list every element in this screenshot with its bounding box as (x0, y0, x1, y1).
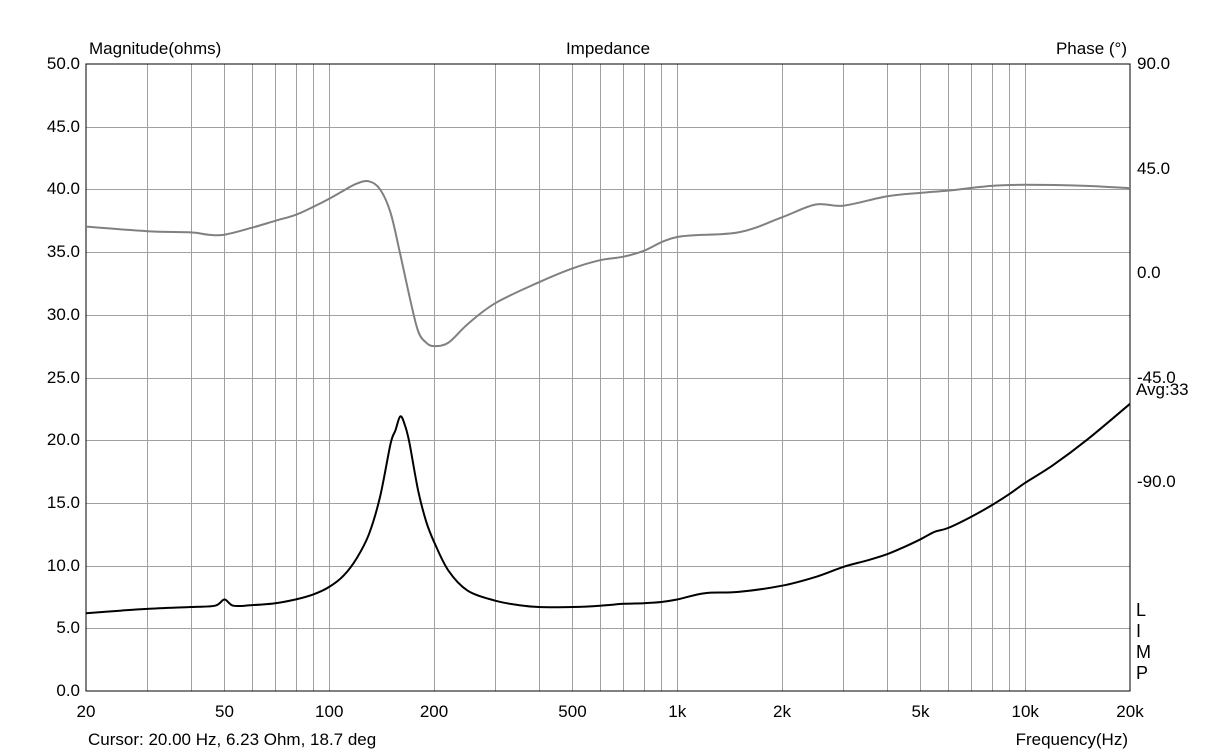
y-tick-label-left: 20.0 (46, 430, 80, 450)
y-tick-label-right: -90.0 (1137, 472, 1176, 491)
y-tick-label-left: 25.0 (46, 367, 80, 387)
x-tick-label: 20k (1116, 702, 1144, 721)
cursor-readout: Cursor: 20.00 Hz, 6.23 Ohm, 18.7 deg (88, 730, 377, 749)
y-tick-label-left: 50.0 (46, 54, 80, 73)
y-tick-label-left: 45.0 (46, 116, 80, 136)
side-letter: L (1136, 600, 1147, 620)
x-axis-title: Frequency(Hz) (1015, 730, 1128, 749)
y-axis-right-title: Phase (°) (1055, 39, 1127, 58)
x-tick-label: 100 (315, 702, 344, 721)
plot-frame (85, 63, 1131, 692)
side-letter: M (1136, 642, 1151, 662)
y-tick-label-right: 90.0 (1137, 54, 1171, 73)
y-tick-label-left: 10.0 (46, 555, 80, 575)
x-tick-label: 20 (76, 702, 96, 721)
x-tick-label: 2k (773, 702, 791, 721)
side-letter: P (1136, 663, 1149, 683)
y-tick-label-left: 0.0 (56, 681, 80, 700)
plot-background (86, 64, 1130, 691)
y-tick-label-right: -45.0 (1137, 367, 1176, 387)
x-tick-label: 10k (1011, 702, 1039, 721)
series-layer (85, 180, 1131, 615)
x-tick-label: 1k (668, 702, 687, 721)
y-tick-label-left: 30.0 (46, 304, 80, 324)
y-tick-label-left: 15.0 (46, 492, 80, 512)
y-tick-label-left: 35.0 (46, 242, 80, 262)
y-tick-label-right: 0.0 (1137, 263, 1161, 282)
y-tick-label-left: 5.0 (56, 618, 80, 638)
y-tick-label-right: 45.0 (1137, 158, 1171, 178)
x-tick-label: 500 (558, 702, 587, 721)
phase-series-line (85, 180, 1131, 348)
side-letter: I (1136, 621, 1142, 641)
x-tick-label: 50 (215, 702, 234, 721)
chart-title: Impedance (565, 39, 651, 58)
y-tick-label-left: 40.0 (46, 179, 80, 199)
y-axis-left-title: Magnitude(ohms) (89, 39, 222, 58)
x-tick-label: 5k (911, 702, 930, 721)
magnitude-series-line (85, 403, 1131, 615)
grid-lines (86, 64, 1130, 691)
avg-annotation: Avg:33 (1136, 380, 1189, 399)
x-tick-label: 200 (419, 702, 449, 721)
